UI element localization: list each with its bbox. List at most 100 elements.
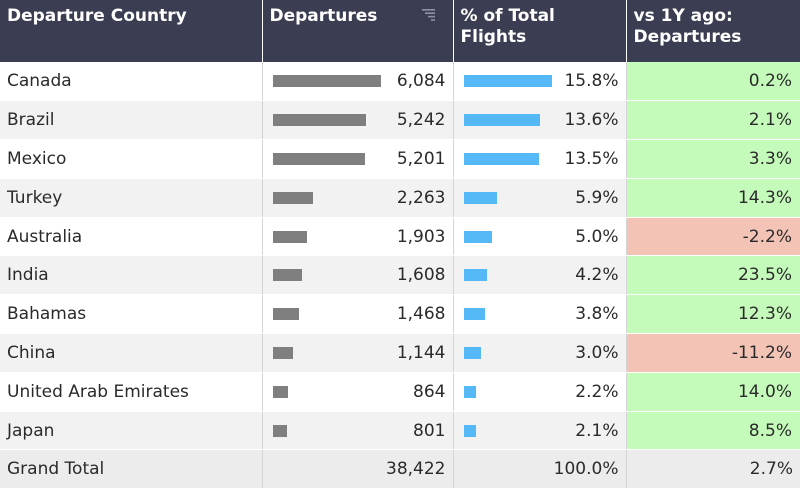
grand-total-row: Grand Total 38,422 100.0% 2.7% [0,449,800,489]
table-row: Canada 6,084 15.8% 0.2% [0,62,800,102]
departures-bar [272,230,307,243]
pct-cell: 5.9% [453,178,627,218]
pct-cell: 2.1% [453,411,627,451]
departures-bar [272,75,381,88]
sort-descending-icon-svg [421,9,435,21]
departures-value: 2,263 [396,187,446,208]
departures-value: 801 [413,420,446,441]
header-departures[interactable]: Departures [262,0,454,62]
pct-value: 5.0% [575,226,619,247]
table-row: India 1,608 4.2% 23.5% [0,255,800,296]
header-vs-line1: vs 1Y ago: [633,6,733,26]
departures-value: 1,468 [396,304,446,325]
departures-bar [272,424,287,437]
pct-cell: 3.0% [453,333,627,373]
departures-bar [272,269,302,282]
departures-bar [272,385,288,398]
departures-bar [272,152,365,165]
pct-cell: 13.5% [453,139,627,179]
table-row: China 1,144 3.0% -11.2% [0,333,800,373]
pct-value: 13.5% [564,148,619,169]
change-cell: 2.1% [626,100,800,141]
country-cell: Bahamas [0,294,263,335]
change-cell: -11.2% [626,333,800,373]
pct-value: 3.8% [575,304,619,325]
pct-value: 2.2% [575,381,619,402]
departures-cell: 1,144 [262,333,454,373]
change-cell: 3.3% [626,139,800,179]
pct-bar [463,75,552,88]
change-cell: 14.0% [626,372,800,412]
pct-bar [463,424,476,437]
country-cell: United Arab Emirates [0,372,263,412]
pct-value: 5.9% [575,187,619,208]
departures-value: 1,903 [396,226,446,247]
pct-cell: 13.6% [453,100,627,141]
header-departure-country[interactable]: Departure Country [0,0,263,62]
pct-cell: 4.2% [453,255,627,296]
header-departures-label: Departures [269,6,378,26]
table-row: Bahamas 1,468 3.8% 12.3% [0,294,800,335]
change-cell: 14.3% [626,178,800,218]
pct-bar [463,308,485,321]
pct-value: 2.1% [575,420,619,441]
departures-cell: 5,242 [262,100,454,141]
pct-cell: 15.8% [453,62,627,102]
departures-cell: 801 [262,411,454,451]
departures-cell: 1,903 [262,217,454,257]
departures-bar [272,114,366,127]
departures-cell: 1,608 [262,255,454,296]
header-pct-total-flights[interactable]: % of Total Flights [453,0,627,62]
grand-total-change: 2.7% [626,449,800,489]
grand-total-departures: 38,422 [262,449,454,489]
table-row: Brazil 5,242 13.6% 2.1% [0,100,800,141]
sort-descending-icon[interactable] [421,7,435,28]
pct-value: 3.0% [575,342,619,363]
departures-value: 864 [413,381,446,402]
header-vs-1y-ago[interactable]: vs 1Y ago: Departures [626,0,800,62]
change-cell: 12.3% [626,294,800,335]
pct-bar [463,191,497,204]
header-pct-line1: % of Total [460,6,555,26]
departures-cell: 2,263 [262,178,454,218]
country-cell: China [0,333,263,373]
country-cell: Brazil [0,100,263,141]
change-cell: 8.5% [626,411,800,451]
pct-bar [463,385,476,398]
departures-bar [272,346,293,359]
header-row: Departure Country Departures % of Total … [0,0,800,62]
country-cell: Canada [0,62,263,102]
departures-cell: 5,201 [262,139,454,179]
pct-bar [463,114,540,127]
header-vs-line2: Departures [633,27,742,47]
change-cell: 0.2% [626,62,800,102]
table-row: Mexico 5,201 13.5% 3.3% [0,139,800,179]
pct-bar [463,269,487,282]
pct-bar [463,346,481,359]
header-country-label: Departure Country [7,6,187,26]
table-row: United Arab Emirates 864 2.2% 14.0% [0,372,800,412]
departures-value: 1,608 [396,265,446,286]
pct-value: 13.6% [564,110,619,131]
departures-value: 5,201 [396,148,446,169]
table-body: Canada 6,084 15.8% 0.2% Brazil 5,242 13.6% 2.1%… [0,62,800,451]
change-cell: 23.5% [626,255,800,296]
country-cell: Mexico [0,139,263,179]
pct-cell: 2.2% [453,372,627,412]
pct-cell: 5.0% [453,217,627,257]
change-cell: -2.2% [626,217,800,257]
departures-cell: 6,084 [262,62,454,102]
departures-cell: 1,468 [262,294,454,335]
grand-total-pct: 100.0% [453,449,627,489]
country-cell: Japan [0,411,263,451]
pct-cell: 3.8% [453,294,627,335]
departures-cell: 864 [262,372,454,412]
pct-value: 15.8% [564,71,619,92]
header-pct-line2: Flights [460,27,527,47]
departures-bar [272,191,313,204]
departures-value: 5,242 [396,110,446,131]
table-row: Japan 801 2.1% 8.5% [0,411,800,451]
table-row: Australia 1,903 5.0% -2.2% [0,217,800,257]
table-row: Turkey 2,263 5.9% 14.3% [0,178,800,218]
